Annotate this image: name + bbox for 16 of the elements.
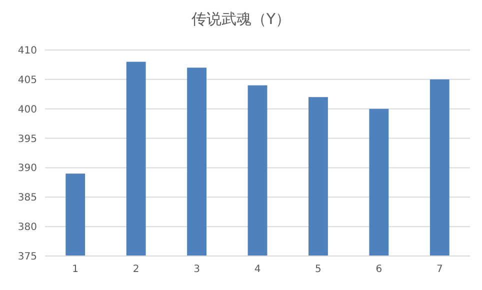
y-tick-label: 405 [18,74,37,86]
y-tick-label: 395 [18,134,37,145]
y-tick-label: 380 [18,222,37,234]
x-tick-label: 5 [315,264,322,275]
y-tick-label: 385 [18,192,37,204]
y-tick-label: 410 [18,46,37,56]
y-tick-label: 375 [18,252,37,262]
x-tick-label: 6 [376,264,382,275]
x-tick-label: 2 [132,264,140,275]
x-tick-label: 4 [254,264,261,275]
y-tick-label: 390 [18,163,37,174]
x-tick-label: 7 [436,264,443,275]
chart-title: 传说武魂（Y） [191,10,291,28]
x-tick-label: 3 [194,264,200,275]
y-tick-label: 400 [18,104,37,116]
x-tick-label: 1 [72,264,79,275]
